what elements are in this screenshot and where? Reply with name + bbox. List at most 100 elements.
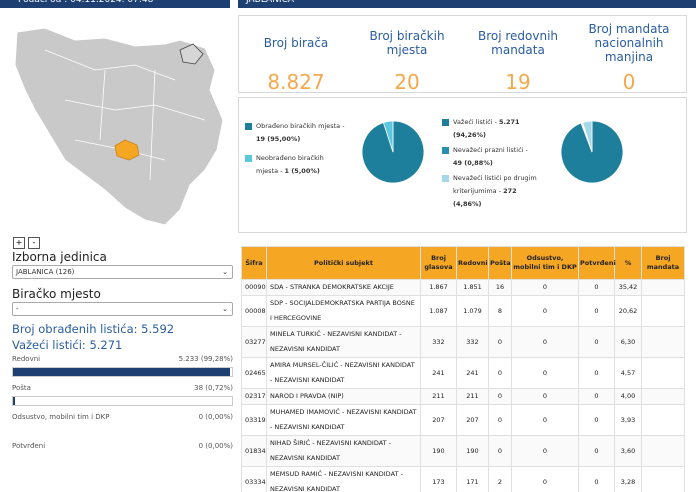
- pie-legend: Obrađeno biračkih mjesta - 19 (95,00%) Ne…: [245, 120, 345, 184]
- legend-value: 272 (4,86%): [453, 187, 517, 208]
- cell: AMIRA MURSEL-ČILIĆ - NEZAVISNI KANDIDAT …: [266, 357, 421, 389]
- cell: 16: [488, 279, 512, 296]
- results-table: Šifra Politički subjekt Broj glasova Redovn…: [241, 246, 685, 492]
- bar-value: 5.233 (99,28%): [178, 355, 233, 363]
- zoom-out[interactable]: -: [28, 237, 40, 249]
- cell: SDP - SOCIJALDEMOKRATSKA PARTIJA BOSNE I…: [266, 295, 421, 327]
- legend-item: Neobrađeno biračkih mjesta - 1 (5,00%): [245, 152, 345, 178]
- cell: 20,62: [614, 295, 642, 327]
- pie-slice: [382, 120, 394, 153]
- cell: 241: [456, 357, 489, 389]
- row: 03334 MEMSUD RAMIĆ - NEZAVISNI KANDIDAT -…: [241, 466, 685, 492]
- pie-legend: Važeći listići - 5.271 (94,26%) Nevažeći …: [442, 116, 537, 213]
- legend-value: 49 (0,88%): [453, 159, 493, 167]
- legend-swatch: [442, 175, 449, 182]
- cell: 03334: [241, 466, 267, 492]
- bar-value: 38 (0,72%): [194, 384, 233, 392]
- cell: 207: [420, 404, 457, 436]
- cell: 0: [488, 388, 512, 405]
- cell: [641, 388, 685, 405]
- cell: 02317: [241, 388, 267, 405]
- legend-item: Nevažeći prazni listići - 49 (0,88%): [442, 144, 537, 170]
- stat-value: 19: [505, 70, 531, 94]
- cell: 2: [488, 466, 512, 492]
- station-value: -: [16, 305, 19, 313]
- stat-label: Broj redovnih mandata: [477, 29, 559, 57]
- stat-label: Broj biračkih mjesta: [369, 29, 445, 57]
- map-country: [14, 27, 224, 226]
- row: 00090 SDA - STRANKA DEMOKRATSKE AKCIJE 1.8…: [241, 279, 685, 296]
- row: 03319 MUHAMED IMAMOVIĆ - NEZAVISNI KANDID…: [241, 404, 685, 436]
- stat-value: 8.827: [267, 70, 325, 94]
- stat-label: Broj birača: [263, 36, 329, 50]
- legend-label: Neobrađeno biračkih mjesta -: [256, 154, 324, 175]
- map-selected[interactable]: [114, 139, 140, 161]
- pie: [361, 120, 425, 184]
- cell: 1.079: [456, 295, 489, 327]
- bar-fill: [13, 368, 231, 376]
- station-select[interactable]: - ⌄: [12, 302, 233, 316]
- cell: 190: [456, 435, 489, 467]
- cell: 332: [456, 326, 489, 358]
- cell: SDA - STRANKA DEMOKRATSKE AKCIJE: [266, 279, 421, 296]
- cell: 6,30: [614, 326, 642, 358]
- bar-label: Odsustvo, mobilni tim i DKP: [12, 413, 110, 421]
- bar-fill: [13, 397, 15, 405]
- cell: 01834: [241, 435, 267, 467]
- cell: [641, 357, 685, 389]
- cell: 0: [488, 404, 512, 436]
- stat-value: 20: [394, 70, 420, 94]
- bar-track: [12, 367, 233, 377]
- processed: Broj obrađenih listića: 5.592: [12, 322, 175, 336]
- cell: [641, 435, 685, 467]
- cell: 0: [488, 357, 512, 389]
- legend-label: Važeći listići -: [453, 118, 497, 126]
- unit-label: Izborna jedinica: [12, 250, 107, 264]
- zoom-in[interactable]: +: [13, 237, 25, 249]
- cell: 171: [456, 466, 489, 492]
- cell: 00008: [241, 295, 267, 327]
- legend-swatch: [245, 123, 252, 130]
- cell: NAROD I PRAVDA (NIP): [266, 388, 421, 405]
- cell: 1.867: [420, 279, 457, 296]
- unit-select[interactable]: JABLANICA (126) ⌄: [12, 265, 233, 279]
- cell: 0: [578, 404, 615, 436]
- cell: 0: [511, 435, 579, 467]
- cell: [641, 404, 685, 436]
- bar-label: Potvrđeni: [12, 442, 46, 450]
- cell: 0: [488, 326, 512, 358]
- cell: 211: [456, 388, 489, 405]
- bar-label: Pošta: [12, 384, 31, 392]
- legend-swatch: [245, 155, 252, 162]
- legend-item: Obrađeno biračkih mjesta - 19 (95,00%): [245, 120, 345, 146]
- cell: [641, 326, 685, 358]
- header-cell: Redovni: [456, 246, 489, 280]
- cell: 0: [578, 435, 615, 467]
- stat-label: Broj mandata nacionalnih manjina: [588, 22, 670, 64]
- cell: 332: [420, 326, 457, 358]
- cell: 173: [420, 466, 457, 492]
- header-cell: Broj glasova: [420, 246, 457, 280]
- cell: 0: [578, 279, 615, 296]
- station-label: Biračko mjesto: [12, 287, 101, 301]
- cell: 0: [511, 404, 579, 436]
- legend-swatch: [442, 119, 449, 126]
- legend-item: Važeći listići - 5.271 (94,26%): [442, 116, 537, 142]
- cell: MEMSUD RAMIĆ - NEZAVISNI KANDIDAT - NEZA…: [266, 466, 421, 492]
- legend-item: Nevažeći listići po drugim kriterijumima…: [442, 172, 537, 211]
- header-cell: Potvrđeni: [578, 246, 616, 280]
- cell: 02465: [241, 357, 267, 389]
- pie: [560, 120, 624, 184]
- legend-value: 5.271 (94,26%): [453, 118, 520, 139]
- row: 02317 NAROD I PRAVDA (NIP) 211 211 0 0 0 4,00: [241, 388, 685, 405]
- cell: 0: [488, 435, 512, 467]
- valid: Važeći listići: 5.271: [12, 338, 123, 352]
- cell: [641, 295, 685, 327]
- cell: 0: [511, 279, 579, 296]
- cell: 190: [420, 435, 457, 467]
- cell: [641, 466, 685, 492]
- header-cell: Politički subjekt: [266, 246, 421, 280]
- cell: 4,57: [614, 357, 642, 389]
- cell: MINELA TURKIĆ - NEZAVISNI KANDIDAT - NEZ…: [266, 326, 421, 358]
